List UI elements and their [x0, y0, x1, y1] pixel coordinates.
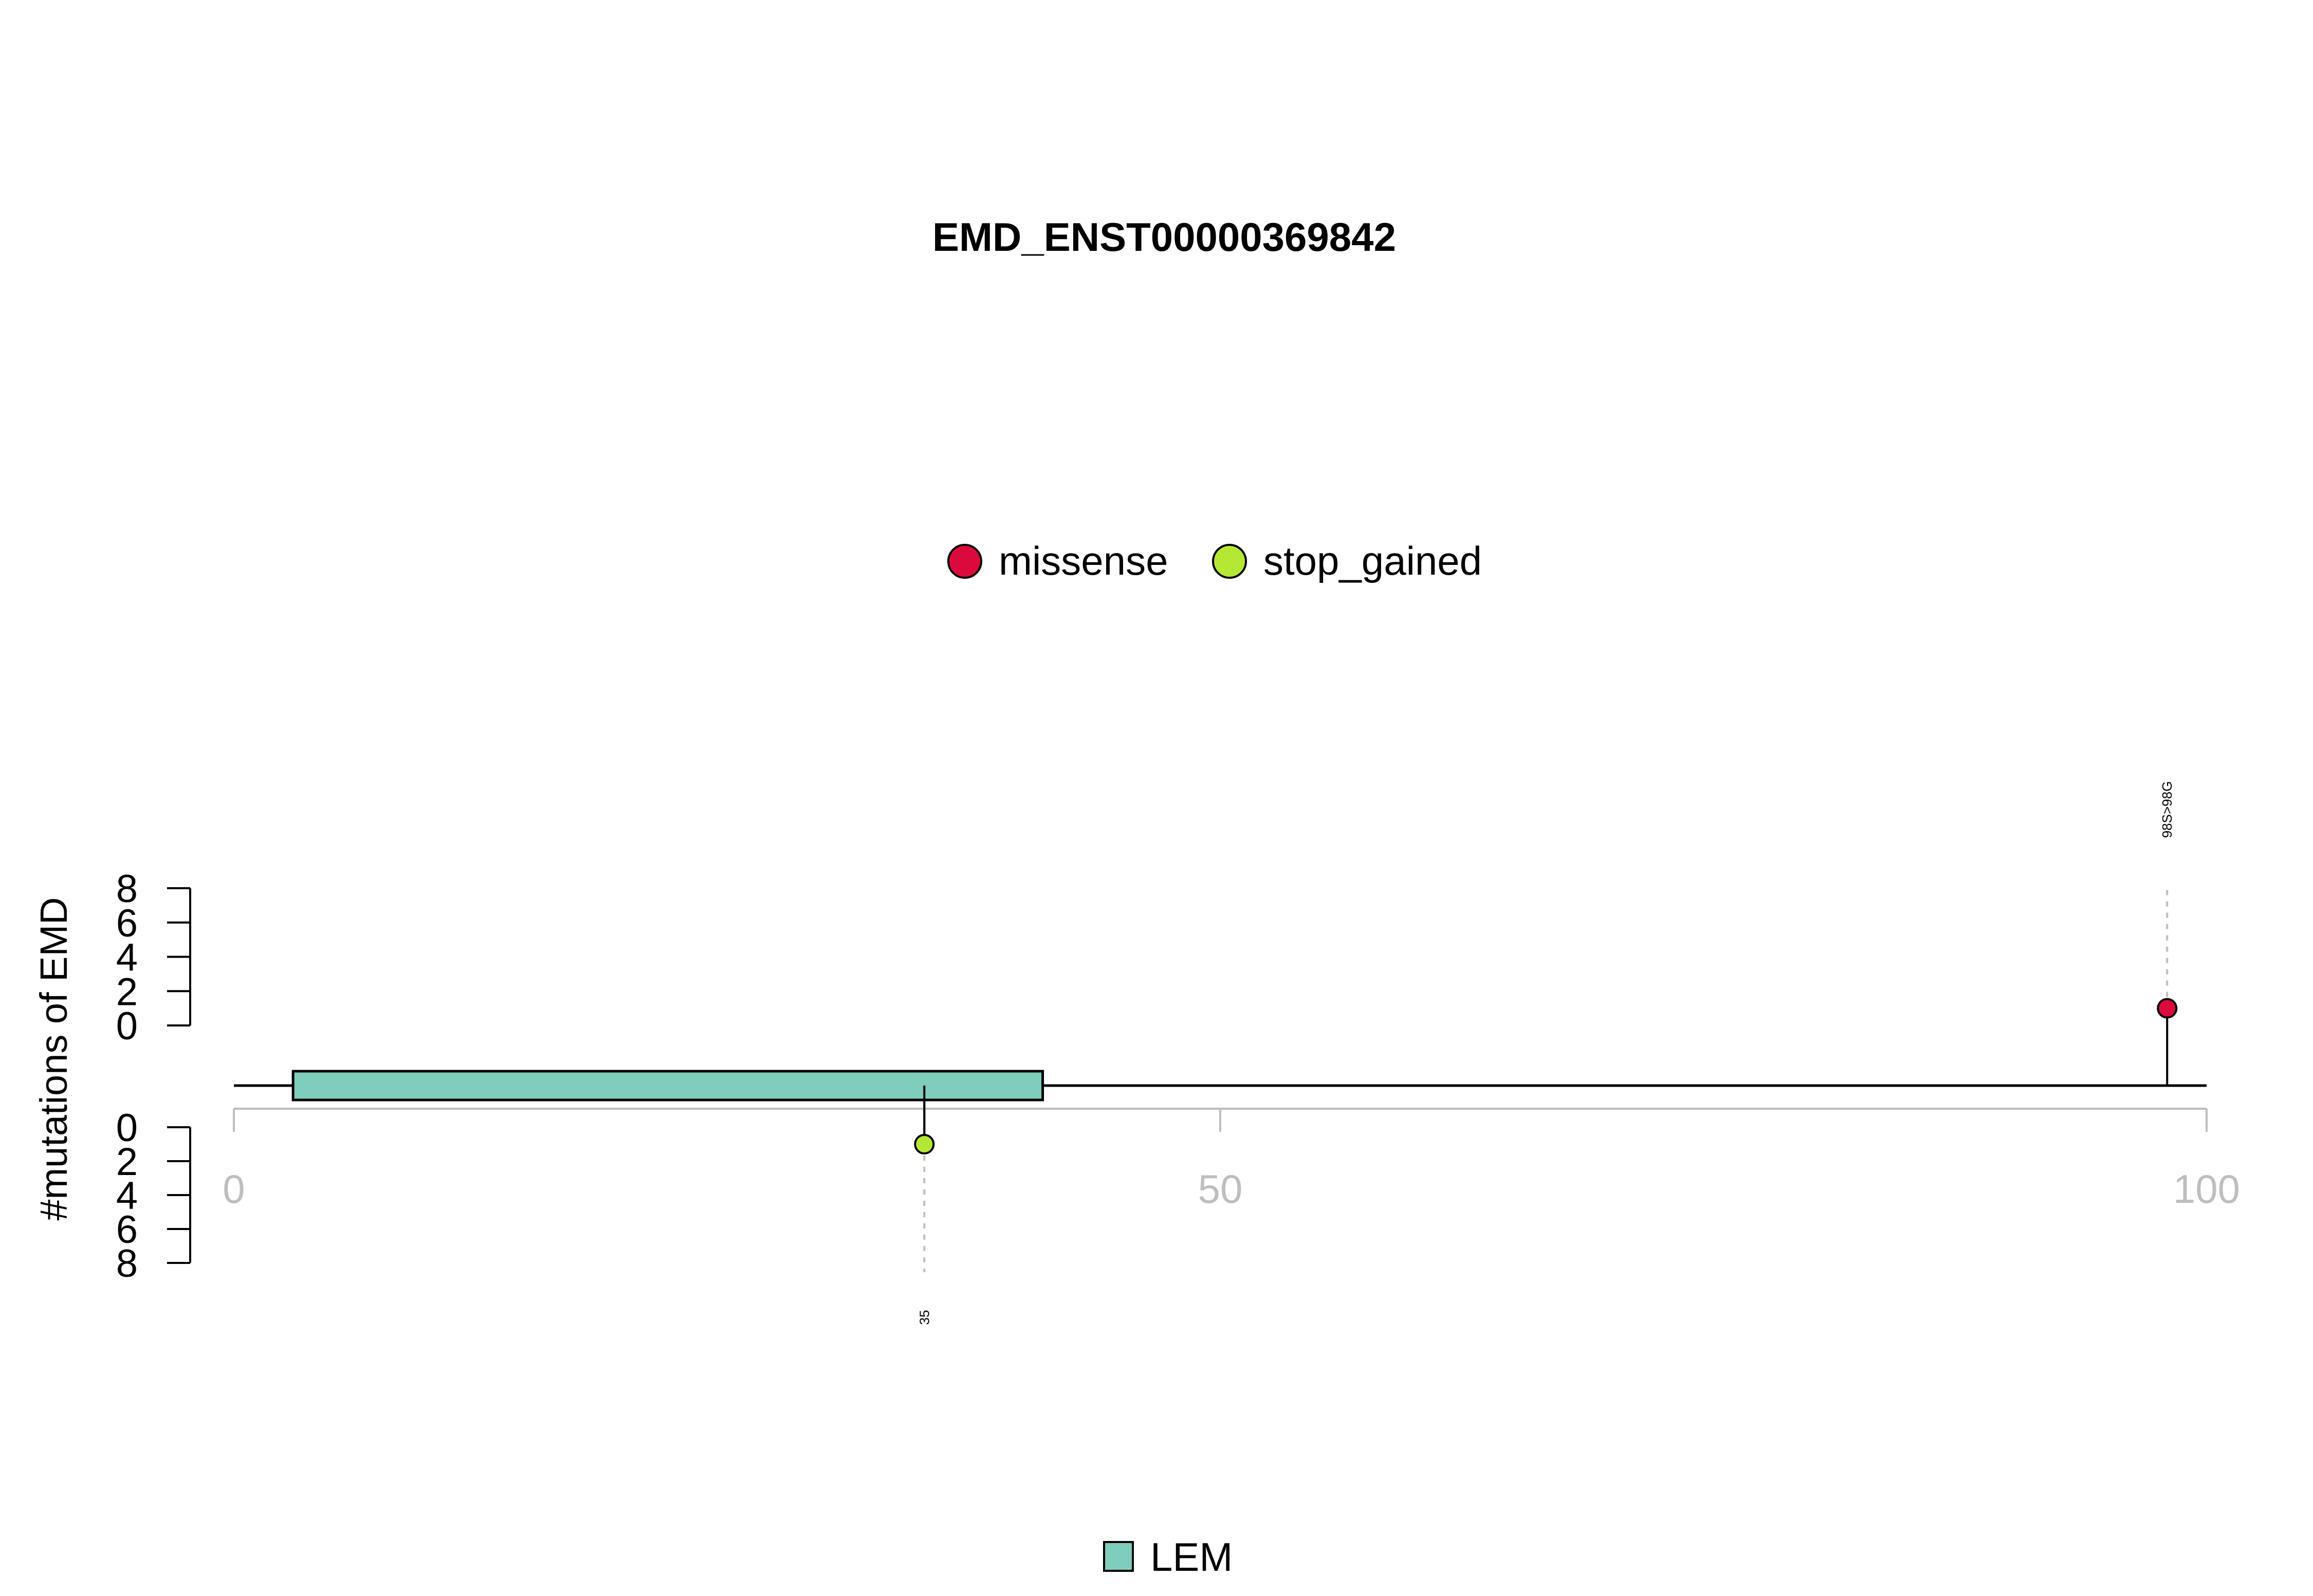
y-axis-label: #mutations of EMD	[32, 897, 75, 1220]
y-axis-bottom-tick-label: 2	[116, 1140, 138, 1184]
mutation-point-missense	[2157, 998, 2178, 1019]
domain-legend-swatch-LEM	[1103, 1541, 1134, 1572]
y-axis-top-tick-label: 0	[116, 1004, 138, 1048]
x-axis-tick-label: 50	[1198, 1166, 1243, 1212]
x-axis-tick-label: 100	[2173, 1166, 2240, 1212]
legend-swatch-missense	[947, 544, 982, 579]
domain-legend: LEM	[1103, 1534, 1233, 1580]
legend-label-missense: missense	[999, 538, 1168, 583]
domain-legend-label-LEM: LEM	[1150, 1534, 1233, 1580]
y-axis-bottom-tick-label: 6	[116, 1208, 138, 1252]
legend-label-stop_gained: stop_gained	[1263, 538, 1482, 583]
y-axis-top-tick-label: 6	[116, 902, 138, 945]
domain-boxes	[291, 1070, 1044, 1144]
domain-box-LEM	[291, 1070, 1044, 1102]
chart-title: EMD_ENST00000369842	[932, 214, 1396, 260]
y-axis-bottom-tick-label: 8	[116, 1242, 138, 1286]
mutation-stems: 98S>98G 35	[916, 781, 2175, 1325]
mutation-point-stop_gained	[914, 1134, 935, 1154]
y-axis-top-tick-label: 2	[116, 970, 138, 1014]
y-axis-bottom-tick-label: 4	[116, 1174, 138, 1218]
mutation-label: 35	[916, 1310, 932, 1325]
y-axis-top-tick-label: 4	[116, 936, 138, 980]
mutation-legend: missense stop_gained	[947, 538, 1482, 583]
mutation-points	[914, 998, 2178, 1154]
x-axis-tick-label: 0	[223, 1166, 245, 1212]
x-axis: 0 50 100	[223, 1108, 2240, 1212]
legend-swatch-stop_gained	[1212, 544, 1247, 579]
y-axis-top-tick-label: 8	[116, 867, 138, 911]
y-axis-bottom-tick-label: 0	[116, 1106, 138, 1150]
mutation-label: 98S>98G	[2159, 781, 2175, 838]
